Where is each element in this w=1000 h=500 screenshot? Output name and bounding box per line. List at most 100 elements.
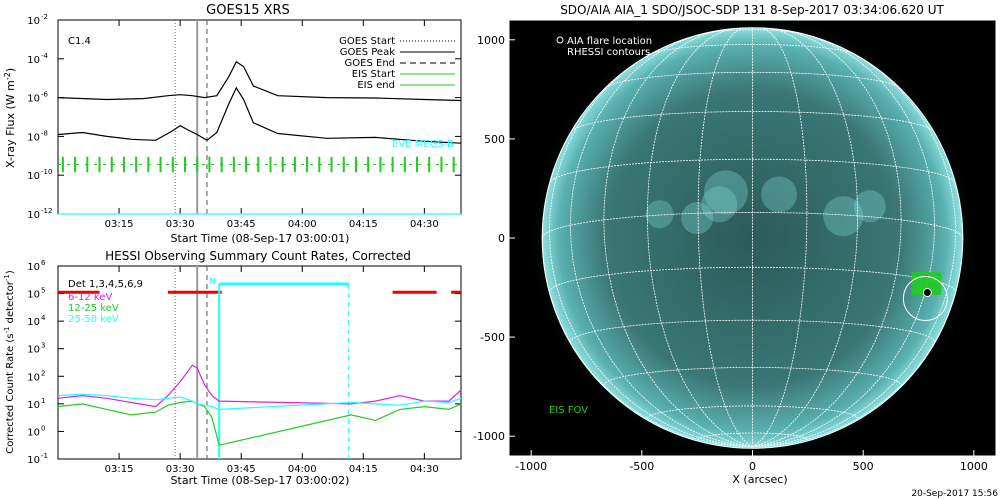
goes-x-axis-label: Start Time (08-Sep-17 03:00:01) (171, 232, 350, 245)
goes-y-tick-exponent: -8 (41, 129, 48, 137)
goes-x-tick-label: 04:00 (288, 219, 317, 230)
goes-legend-label: EIS end (357, 80, 395, 91)
aia-x-tick-label: 0 (749, 460, 756, 473)
longitude-line (541, 166, 753, 448)
goes-legend-label: EIS Start (352, 69, 395, 80)
hessi-y-tick-label: 10 (27, 372, 40, 383)
aia-y-tick-label: -500 (480, 331, 505, 344)
goes-y-tick-label: 10 (27, 94, 40, 105)
longitude-line (752, 166, 964, 448)
hessi-x-axis-label: Start Time (08-Sep-17 03:00:02) (171, 474, 350, 487)
active-region-patch (823, 196, 864, 237)
active-region-patch (703, 170, 748, 215)
hessi-y-axis-label-text: Corrected Count Rate (s (5, 334, 16, 454)
aia-x-tick-label: -500 (629, 460, 654, 473)
goes-class-label: C1.4 (68, 36, 91, 47)
longitude-line (752, 29, 936, 448)
latitude-line (549, 158, 956, 185)
goes-series-line-1 (57, 86, 462, 144)
hessi-y-tick-label: 10 (27, 400, 40, 411)
hessi-legend-label: 25-50 keV (68, 314, 119, 325)
hessi-y-tick-label: 10 (27, 262, 40, 273)
hessi-x-tick-label: 03:45 (227, 464, 256, 475)
goes-panel: GOES15 XRS 03:15 03:30 03:45 04:00 04:15 04:3… (3, 3, 462, 245)
hessi-y-axis-label-end: ) (5, 270, 16, 274)
hessi-y-tick-exponent: 2 (41, 369, 45, 377)
longitude-line (752, 28, 902, 448)
active-region-patch (761, 176, 798, 213)
hessi-y-tick-label: 10 (27, 345, 40, 356)
heliographic-grid (541, 27, 964, 449)
aia-x-axis-label: X (arcsec) (732, 473, 787, 486)
flare-location-marker-icon (556, 36, 564, 44)
longitude-line (603, 28, 753, 448)
longitude-line (569, 29, 753, 448)
hessi-x-tick-label: 04:30 (410, 464, 439, 475)
goes-y-axis-label-sup: -2 (3, 72, 12, 80)
hessi-y-tick-label: 10 (27, 455, 40, 466)
hessi-y-tick-exponent: 6 (41, 259, 46, 267)
goes-y-tick-exponent: -2 (41, 13, 48, 21)
goes-y-tick-exponent: -10 (41, 168, 52, 176)
active-region-patch (681, 202, 714, 235)
eve-megs-label: EVE MEGS-B (392, 139, 454, 150)
hessi-x-tick-label: 04:15 (349, 464, 378, 475)
goes-y-tick-label: 10 (27, 210, 40, 221)
hessi-series-line-1 (57, 400, 462, 446)
aia-legend-rhessi: RHESSI contours (567, 47, 650, 58)
aia-axes: -1000 -500 0 500 1000 -1000 -500 0 500 1000 (473, 34, 988, 473)
longitude-line (646, 27, 753, 448)
hessi-x-tick-label: 04:00 (288, 464, 317, 475)
goes-x-tick-label: 04:15 (349, 219, 378, 230)
goes-y-axis-label: X-ray Flux (W m-2) (3, 68, 17, 168)
hessi-y-tick-exponent: 0 (41, 424, 45, 432)
hessi-y-tick-exponent: 5 (41, 287, 45, 295)
aia-legend-flare: AIA flare location (567, 36, 652, 47)
aia-legend: AIA flare location RHESSI contours (556, 36, 652, 58)
goes-y-tick-label: 10 (27, 55, 40, 66)
aia-sun-image (529, 20, 976, 456)
hessi-y-tick-exponent: -1 (41, 452, 48, 460)
goes-legend-label: GOES Start (339, 36, 395, 47)
hessi-y-axis-label: Corrected Count Rate (s-1 detector-1) (3, 270, 16, 454)
goes-y-tick-label: 10 (27, 132, 40, 143)
hessi-detector-label: Det 1,3,4,5,6,9 (68, 279, 143, 290)
eis-fov-label: EIS FOV (549, 405, 588, 416)
aia-y-tick-label: -1000 (473, 430, 505, 443)
plot-timestamp: 20-Sep-2017 15:56 (911, 489, 998, 499)
hessi-y-tick-exponent: 1 (41, 397, 45, 405)
hessi-y-tick-label: 10 (27, 290, 40, 301)
active-region-patch (645, 200, 674, 229)
goes-x-tick-label: 03:45 (227, 219, 256, 230)
goes-y-tick-exponent: -6 (41, 91, 49, 99)
aia-x-tick-label: 500 (853, 460, 874, 473)
hessi-legend-label: 12-25 keV (68, 303, 119, 314)
aia-y-tick-label: 0 (498, 232, 505, 245)
hessi-x-tick-label: 03:15 (105, 464, 134, 475)
goes-title: GOES15 XRS (206, 3, 290, 18)
hessi-y-axis-label-sup: -1 (3, 327, 11, 334)
longitude-line (752, 27, 859, 448)
aia-x-tick-label: 1000 (960, 460, 988, 473)
aia-x-tick-label: -1000 (515, 460, 547, 473)
hessi-panel: HESSI Observing Summary Count Rates, Cor… (3, 249, 462, 487)
hessi-x-tick-label: 03:30 (166, 464, 195, 475)
goes-y-tick-label: 10 (27, 171, 40, 182)
aia-panel: SDO/AIA AIA_1 SDO/JSOC-SDP 131 8-Sep-201… (473, 3, 998, 499)
aia-flare-location-marker (922, 288, 932, 297)
goes-x-tick-label: 03:15 (105, 219, 134, 230)
hessi-legend-label: 6-12 keV (68, 292, 112, 303)
hessi-y-tick-label: 10 (27, 317, 40, 328)
goes-x-tick-label: 04:30 (410, 219, 439, 230)
goes-legend-label: GOES End (345, 58, 395, 69)
hessi-y-axis-label-mid: detector (5, 280, 16, 326)
limb-outline (541, 27, 964, 449)
latitude-line (647, 405, 858, 419)
hessi-night-label: N (209, 277, 216, 287)
hessi-y-axis-label-sup2: -1 (3, 274, 11, 281)
hessi-title: HESSI Observing Summary Count Rates, Cor… (105, 249, 411, 263)
goes-plot-frame (57, 19, 462, 215)
goes-y-axis-label-end: ) (4, 68, 17, 72)
